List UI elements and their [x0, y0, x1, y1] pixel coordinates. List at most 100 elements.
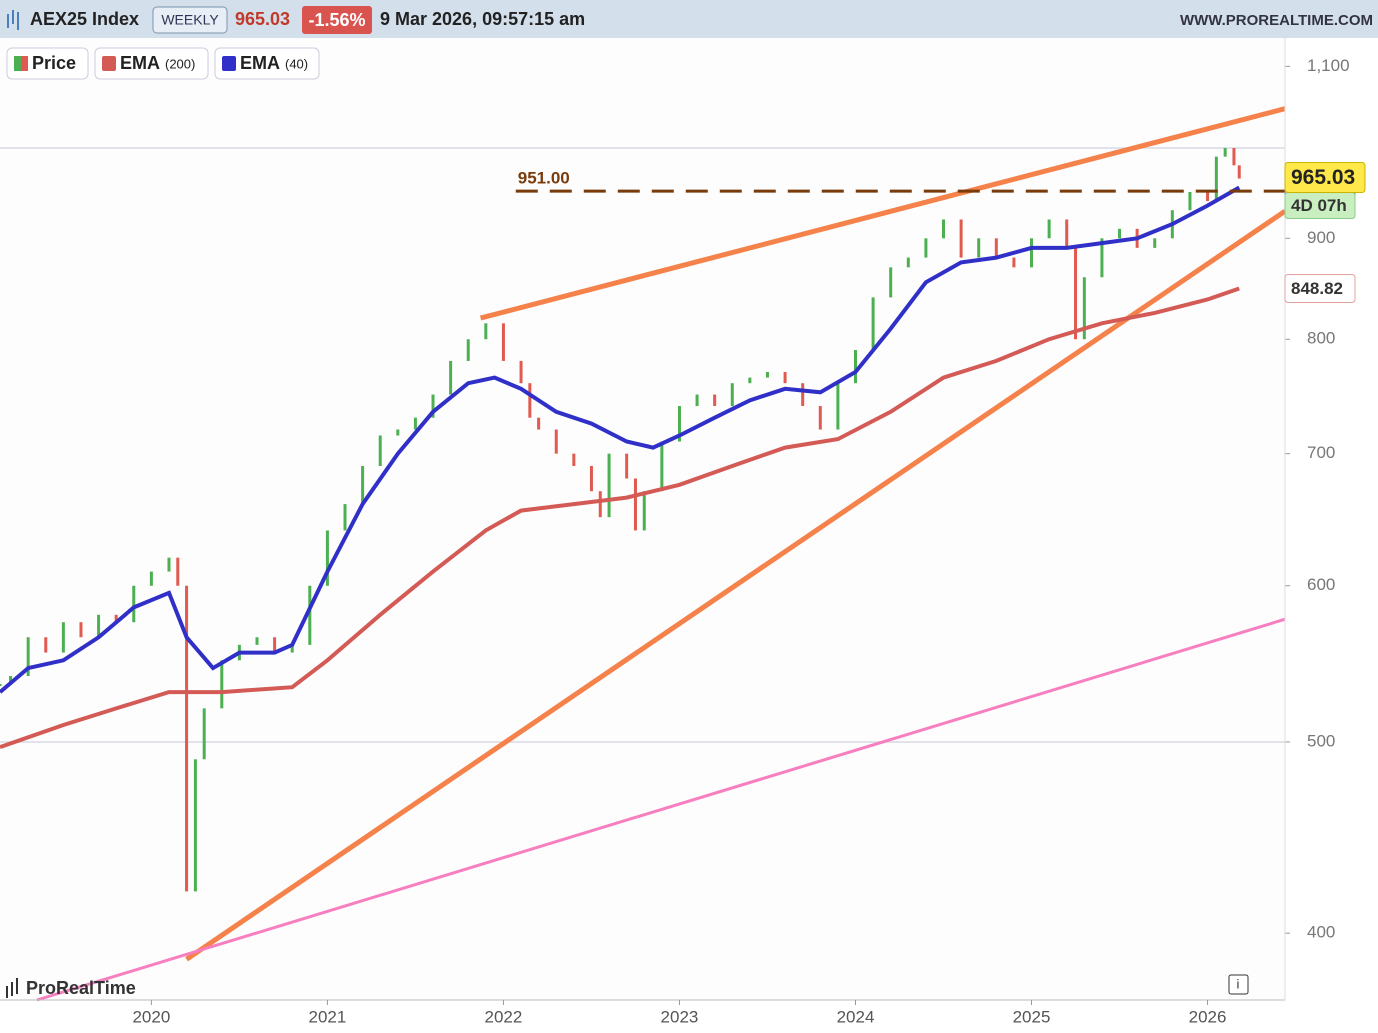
candle	[396, 429, 400, 436]
candle	[290, 644, 294, 653]
candle	[1223, 148, 1227, 157]
legend-period: (40)	[285, 56, 308, 71]
candle	[1030, 238, 1034, 268]
trend-line	[479, 106, 1286, 321]
candle	[44, 637, 48, 653]
candle	[748, 377, 752, 384]
info[interactable]: i	[1237, 976, 1240, 991]
candle	[889, 267, 893, 298]
y-tick-label: 800	[1307, 329, 1335, 348]
candle	[202, 708, 206, 760]
candle	[836, 383, 840, 430]
y-tick-label: 600	[1307, 575, 1335, 594]
candle	[114, 614, 118, 623]
legend-label: EMA	[120, 53, 160, 73]
candle	[1118, 228, 1122, 239]
legend-swatch	[102, 56, 116, 71]
candle	[783, 371, 787, 384]
candle	[1206, 191, 1210, 202]
legend: Price EMA (200) EMA (40)	[6, 47, 320, 80]
candle	[308, 585, 312, 645]
y-tick-label: 700	[1307, 443, 1335, 462]
candle	[959, 219, 963, 258]
symbol: AEX25 Index	[30, 9, 139, 29]
candle	[906, 257, 910, 268]
legend-swatch	[14, 56, 21, 71]
legend-label: Price	[32, 53, 76, 73]
candle	[466, 339, 470, 361]
candle	[1188, 191, 1192, 211]
datetime: 9 Mar 2026, 09:57:15 am	[380, 9, 585, 29]
candle	[61, 622, 65, 653]
legend-swatch	[21, 56, 28, 71]
x-tick-label: 2022	[485, 1007, 523, 1026]
price-tag-label: 965.03	[1291, 166, 1355, 189]
x-tick-label: 2023	[661, 1007, 699, 1026]
candle	[554, 429, 558, 454]
candle	[1065, 219, 1069, 248]
candle	[484, 323, 488, 340]
candle	[1082, 277, 1086, 340]
candle	[361, 465, 365, 505]
period-box[interactable]	[152, 6, 228, 34]
x-tick-label: 2024	[837, 1007, 875, 1026]
change: -1.56%	[308, 10, 365, 30]
candle	[977, 238, 981, 258]
candle	[924, 238, 928, 258]
candle	[273, 637, 277, 653]
candle	[528, 383, 532, 418]
candle	[79, 622, 83, 638]
trend-line	[185, 209, 1287, 962]
candle	[501, 323, 505, 361]
legend-box[interactable]	[214, 47, 320, 80]
candle	[413, 417, 417, 430]
candle	[660, 441, 664, 492]
candle	[1074, 247, 1078, 340]
y-tick-label: 1,100	[1307, 56, 1350, 75]
candle	[1047, 219, 1051, 239]
candle	[9, 676, 13, 685]
price-tag	[1284, 162, 1366, 194]
candle	[1012, 257, 1016, 268]
x-tick-label: 2021	[308, 1007, 346, 1026]
candle	[431, 394, 435, 418]
brand: ProRealTime	[26, 978, 136, 998]
legend-swatch	[222, 56, 236, 71]
legend-box[interactable]	[94, 47, 209, 80]
x-tick-label: 2025	[1013, 1007, 1051, 1026]
candle	[695, 394, 699, 407]
candle	[801, 383, 805, 407]
candle	[994, 238, 998, 258]
candle	[149, 571, 153, 586]
site[interactable]: WWW.PROREALTIME.COM	[1180, 12, 1373, 29]
logo-icon	[7, 10, 19, 30]
candle	[765, 371, 769, 378]
candle	[677, 406, 681, 442]
plot-area	[0, 38, 1285, 1000]
info-box[interactable]	[1228, 974, 1249, 995]
legend-label: EMA	[240, 53, 280, 73]
level-label: 951.00	[518, 169, 570, 188]
candle	[0, 684, 2, 687]
period[interactable]: WEEKLY	[161, 12, 219, 28]
ema-line	[0, 286, 1240, 749]
change-box	[302, 6, 372, 34]
candle	[378, 435, 382, 466]
legend-box[interactable]	[6, 47, 89, 80]
candle	[1232, 148, 1236, 166]
candle	[1237, 165, 1241, 179]
candle	[185, 585, 189, 892]
header-price: 965.03	[235, 9, 290, 29]
candle	[642, 491, 646, 531]
candle	[818, 406, 822, 430]
candle	[713, 394, 717, 407]
brand-icon	[6, 978, 18, 998]
trend-line	[36, 617, 1286, 1002]
candle	[589, 465, 593, 492]
countdown: 4D 07h	[1291, 196, 1347, 215]
x-tick-label: 2026	[1189, 1007, 1227, 1026]
candle	[343, 504, 347, 531]
candle	[871, 297, 875, 351]
candle	[633, 478, 637, 531]
